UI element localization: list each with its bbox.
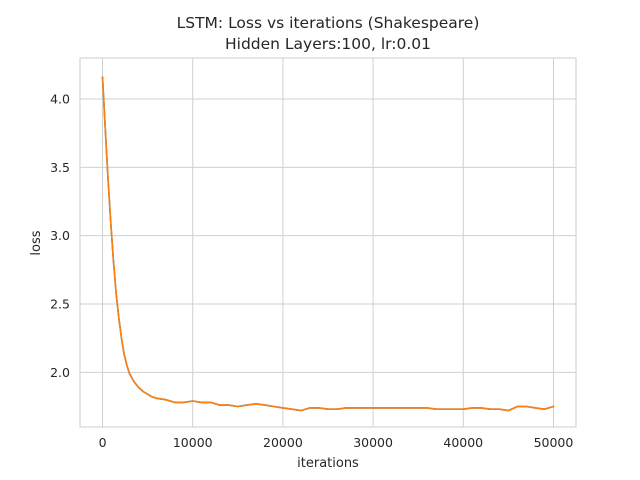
- x-tick-labels: 0 10000 20000 30000 40000 50000: [99, 435, 574, 450]
- x-tick-label: 0: [99, 435, 107, 450]
- y-tick-label: 3.5: [50, 160, 70, 175]
- x-axis-label: iterations: [297, 456, 359, 471]
- x-tick-label: 40000: [443, 435, 483, 450]
- x-tick-label: 50000: [534, 435, 574, 450]
- y-tick-label: 3.0: [50, 228, 70, 243]
- series-layer: [101, 76, 555, 412]
- chart-subtitle: Hidden Layers:100, lr:0.01: [225, 35, 431, 53]
- x-tick-label: 20000: [263, 435, 303, 450]
- y-tick-label: 4.0: [50, 92, 70, 107]
- x-tick-label: 10000: [173, 435, 213, 450]
- chart-title: LSTM: Loss vs iterations (Shakespeare): [177, 14, 480, 32]
- x-tick-label: 30000: [353, 435, 393, 450]
- series-line-2: [101, 76, 555, 412]
- y-axis-label: loss: [29, 230, 44, 255]
- grid: [80, 58, 576, 427]
- plot-area: [79, 57, 577, 428]
- y-tick-label: 2.5: [50, 297, 70, 312]
- y-tick-labels: 2.0 2.5 3.0 3.5 4.0: [50, 92, 70, 380]
- y-tick-label: 2.0: [50, 365, 70, 380]
